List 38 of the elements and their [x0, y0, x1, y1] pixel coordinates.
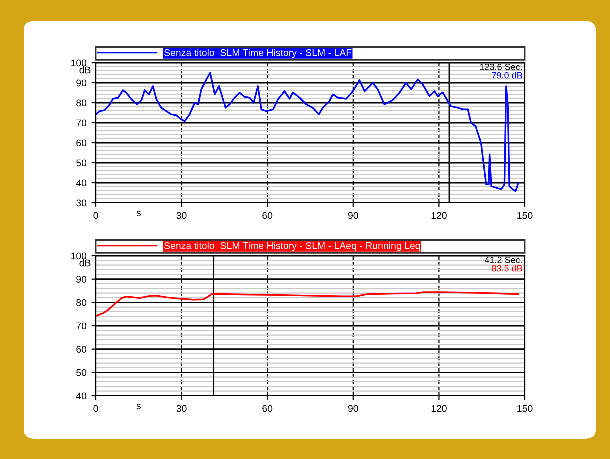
y-tick-label: 70	[76, 322, 87, 330]
x-tick-label: 150	[518, 405, 533, 412]
x-tick-label: 120	[432, 405, 447, 412]
x-tick-label: 0	[94, 212, 98, 220]
x-tick-label: 0	[94, 405, 98, 412]
annotation: 41.2 Sec.	[484, 256, 522, 264]
y-tick-label: 50	[76, 369, 87, 376]
x-tick-label: 30	[176, 405, 187, 412]
x-axis-title: s	[136, 404, 141, 410]
y-tick-label: 30	[76, 200, 87, 207]
y-tick-label: 40	[76, 392, 87, 400]
y-tick-label: 80	[76, 299, 87, 306]
y-tick-label: 90	[76, 276, 87, 283]
x-tick-label: 30	[176, 212, 187, 220]
y-axis-title: dB	[80, 66, 91, 74]
y-tick-label: 60	[76, 140, 87, 147]
x-tick-label: 150	[518, 212, 533, 220]
y-tick-label: 40	[76, 180, 87, 187]
y-axis-title: dB	[80, 260, 91, 267]
x-tick-label: 120	[432, 212, 447, 220]
y-tick-label: 90	[76, 80, 87, 87]
y-tick-label: 50	[76, 160, 87, 167]
y-tick-label: 60	[76, 346, 87, 353]
annotation: 123.6 Sec.	[480, 64, 522, 70]
x-tick-label: 60	[262, 212, 273, 220]
x-tick-label: 90	[348, 405, 358, 412]
annotation: 83.5 dB	[492, 265, 522, 272]
y-tick-label: 100	[71, 252, 87, 260]
x-tick-label: 60	[262, 405, 273, 412]
text: Senza titolo SLM Time History - SLM - LAeq - Running Leq	[164, 242, 420, 252]
y-tick-label: 80	[76, 100, 87, 107]
annotation: 79.0 dB	[492, 72, 522, 79]
text: Senza titolo SLM Time History - SLM - LAF	[164, 49, 352, 58]
y-tick-label: 70	[76, 120, 87, 127]
x-tick-label: 90	[348, 212, 358, 220]
y-tick-label: 100	[71, 60, 87, 67]
x-axis-title: s	[136, 211, 141, 216]
line-series	[96, 292, 519, 318]
